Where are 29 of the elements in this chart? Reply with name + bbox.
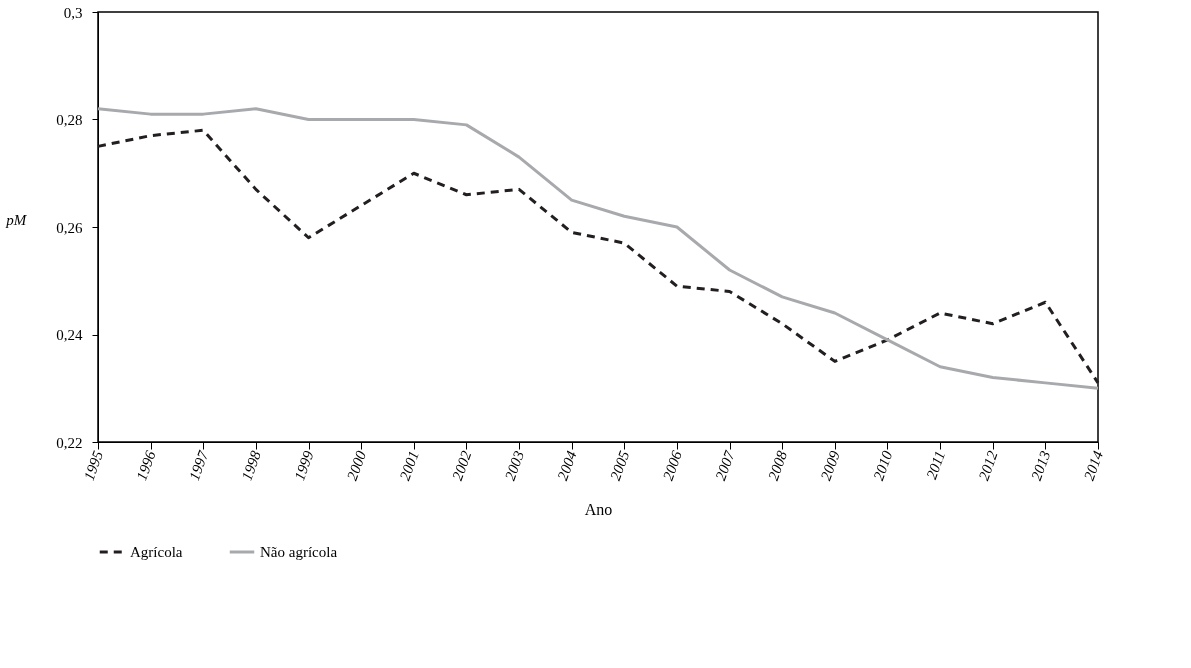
x-tick-label: 1995 [80,448,107,483]
x-axis-title: Ano [584,501,613,519]
y-tick-label: 0,24 [56,327,83,343]
x-tick-label: 2005 [607,448,633,483]
x-tick-label: 1998 [238,448,265,483]
y-tick-label: 0,3 [63,4,83,21]
x-tick-label: 2006 [659,448,686,483]
x-tick-label: 2002 [449,448,475,483]
legend-label: Não agrícola [260,544,338,560]
x-tick-label: 2004 [554,448,580,483]
x-tick-label: 1997 [185,447,212,483]
x-tick-label: 2001 [396,448,422,483]
x-tick-label: 1999 [291,448,317,483]
x-tick-label: 2010 [870,448,896,483]
x-tick-label: 2011 [923,448,949,482]
x-tick-label: 2007 [712,447,739,483]
y-tick-label: 0,28 [56,112,83,128]
x-tick-label: 2000 [343,448,370,483]
y-tick-label: 0,22 [56,434,83,451]
x-tick-label: 2009 [817,448,844,483]
x-tick-label: 2013 [1028,448,1054,483]
x-tick-label: 2014 [1080,448,1107,483]
x-tick-label: 2003 [501,448,528,483]
x-tick-label: 1996 [133,448,159,483]
x-tick-label: 2008 [764,448,791,483]
y-tick-label: 0,26 [56,219,83,236]
legend-label: Agrícola [130,544,183,560]
y-axis-title: pM [5,211,28,228]
x-tick-label: 2012 [975,448,1001,483]
